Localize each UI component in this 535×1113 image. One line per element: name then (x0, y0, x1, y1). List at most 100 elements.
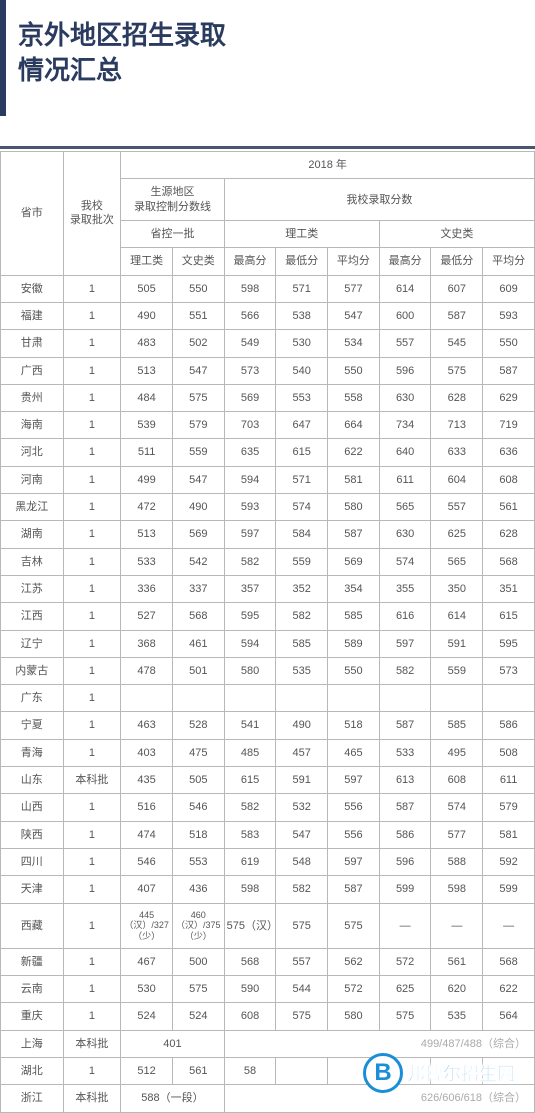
cell-art_max: — (379, 903, 431, 948)
col-sci-avg: 平均分 (328, 248, 380, 275)
cell-sci_max: 615 (224, 767, 276, 794)
cell-art_avg (483, 685, 535, 712)
cell-sci_max: 583 (224, 821, 276, 848)
table-body: 安徽1505550598571577614607609福建14905515665… (1, 275, 535, 1112)
cell-art_min: 633 (431, 439, 483, 466)
cell-ctrl_sci: 474 (121, 821, 173, 848)
cell-sci_avg: 354 (328, 575, 380, 602)
table-row: 黑龙江1472490593574580565557561 (1, 494, 535, 521)
table-row: 安徽1505550598571577614607609 (1, 275, 535, 302)
col-ctrl-art: 文史类 (172, 248, 224, 275)
cell-art_min: 625 (431, 521, 483, 548)
cell-ctrl_art: 568 (172, 603, 224, 630)
cell-batch: 1 (63, 330, 121, 357)
cell-ctrl_art: 559 (172, 439, 224, 466)
cell-sci_min: 582 (276, 603, 328, 630)
table-row: 河北1511559635615622640633636 (1, 439, 535, 466)
col-year: 2018 年 (121, 152, 535, 179)
cell-batch: 1 (63, 976, 121, 1003)
cell-province: 湖南 (1, 521, 64, 548)
cell-batch: 本科批 (63, 767, 121, 794)
cell-batch: 1 (63, 657, 121, 684)
cell-ctrl_art: 569 (172, 521, 224, 548)
cell-sci_max: 619 (224, 848, 276, 875)
cell-art_min: 608 (431, 767, 483, 794)
cell-batch: 1 (63, 794, 121, 821)
table-row: 重庆1524524608575580575535564 (1, 1003, 535, 1030)
cell-art_avg: 595 (483, 630, 535, 657)
cell-sci_min: 540 (276, 357, 328, 384)
table-row: 新疆1467500568557562572561568 (1, 948, 535, 975)
cell-art_min: 607 (431, 275, 483, 302)
cell-art_avg: 592 (483, 848, 535, 875)
watermark-logo-icon: B (363, 1053, 403, 1093)
cell-sci_min: 548 (276, 848, 328, 875)
cell-batch: 1 (63, 948, 121, 975)
cell-art_avg: 586 (483, 712, 535, 739)
cell-art_avg: 719 (483, 412, 535, 439)
cell-art_avg: 615 (483, 603, 535, 630)
table-row: 云南1530575590544572625620622 (1, 976, 535, 1003)
table-row: 辽宁1368461594585589597591595 (1, 630, 535, 657)
table-row: 山西1516546582532556587574579 (1, 794, 535, 821)
cell-province: 内蒙古 (1, 657, 64, 684)
table-row: 江苏1336337357352354355350351 (1, 575, 535, 602)
cell-ctrl_art: 490 (172, 494, 224, 521)
cell-batch: 1 (63, 821, 121, 848)
cell-art_avg: 628 (483, 521, 535, 548)
cell-province: 浙江 (1, 1085, 64, 1112)
title-line-1: 京外地区招生录取 (18, 18, 535, 53)
table-row: 湖南1513569597584587630625628 (1, 521, 535, 548)
cell-sci_max: 575（汉） (224, 903, 276, 948)
cell-sci_max: 608 (224, 1003, 276, 1030)
title-line-2: 情况汇总 (18, 53, 535, 88)
cell-art_avg: — (483, 903, 535, 948)
cell-batch: 1 (63, 712, 121, 739)
cell-art_min: 598 (431, 876, 483, 903)
cell-province: 广西 (1, 357, 64, 384)
cell-art_max: 600 (379, 302, 431, 329)
cell-art_max: 597 (379, 630, 431, 657)
cell-province: 江西 (1, 603, 64, 630)
cell-ctrl_art: 575 (172, 976, 224, 1003)
cell-sci_max: 635 (224, 439, 276, 466)
cell-sci_avg: 572 (328, 976, 380, 1003)
table-row: 内蒙古1478501580535550582559573 (1, 657, 535, 684)
cell-art_avg: 579 (483, 794, 535, 821)
cell-ctrl_art: 337 (172, 575, 224, 602)
cell-province: 海南 (1, 412, 64, 439)
cell-sci_min: 530 (276, 330, 328, 357)
cell-sci_avg: 580 (328, 1003, 380, 1030)
cell-art_min: 350 (431, 575, 483, 602)
cell-ctrl_sci: 336 (121, 575, 173, 602)
cell-art_max: 611 (379, 466, 431, 493)
cell-ctrl_art: 553 (172, 848, 224, 875)
cell-sci_avg: 581 (328, 466, 380, 493)
cell-batch: 1 (63, 630, 121, 657)
cell-sci_avg: 580 (328, 494, 380, 521)
cell-province: 云南 (1, 976, 64, 1003)
cell-sci_avg: 597 (328, 767, 380, 794)
cell-sci_min: 582 (276, 876, 328, 903)
cell-sci_avg: 547 (328, 302, 380, 329)
cell-art_max: 572 (379, 948, 431, 975)
cell-ctrl_sci: 539 (121, 412, 173, 439)
cell-art_min: 587 (431, 302, 483, 329)
cell-ctrl_art: 500 (172, 948, 224, 975)
cell-ctrl_sci: 435 (121, 767, 173, 794)
cell-ctrl_art: 575 (172, 384, 224, 411)
cell-ctrl_sci: 513 (121, 521, 173, 548)
cell-ctrl: 401 (121, 1030, 224, 1057)
cell-sci_min: 559 (276, 548, 328, 575)
cell-sci_min (276, 685, 328, 712)
cell-province: 西藏 (1, 903, 64, 948)
cell-sci_min: 538 (276, 302, 328, 329)
cell-ctrl_art: 501 (172, 657, 224, 684)
cell-art_avg: 622 (483, 976, 535, 1003)
cell-province: 安徽 (1, 275, 64, 302)
col-province: 省市 (1, 152, 64, 275)
cell-ctrl_art: 475 (172, 739, 224, 766)
cell-province: 上海 (1, 1030, 64, 1057)
watermark-text: 邦博尔招生网 (407, 1060, 515, 1086)
cell-ctrl_art: 436 (172, 876, 224, 903)
